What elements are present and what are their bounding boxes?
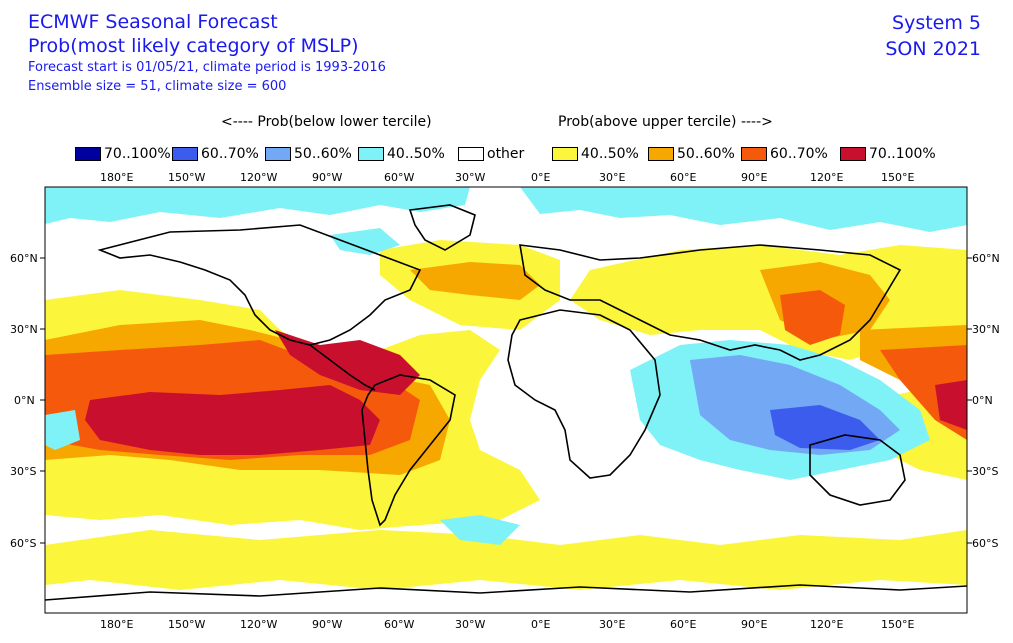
legend-label: 40..50% bbox=[581, 146, 639, 162]
lat-label-left: 30°N bbox=[10, 323, 38, 336]
lon-label-top: 120°E bbox=[810, 171, 844, 184]
lat-label-right: 60°S bbox=[972, 537, 999, 550]
legend-swatch bbox=[648, 147, 674, 161]
lon-label-top: 150°W bbox=[168, 171, 206, 184]
legend-label: other bbox=[487, 146, 525, 162]
lon-label-top: 90°E bbox=[741, 171, 768, 184]
north-america-coast bbox=[97, 224, 422, 346]
legend-item: 60..70% bbox=[172, 146, 259, 162]
lat-label-right: 60°N bbox=[972, 252, 1000, 265]
legend-swatch bbox=[358, 147, 384, 161]
title-block: ECMWF Seasonal Forecast Prob(most likely… bbox=[28, 10, 386, 96]
region-below-60-maritime bbox=[770, 405, 880, 450]
legend: 70..100% 60..70% 50..60% 40..50% other 4… bbox=[0, 146, 1013, 166]
antarctica-coast bbox=[45, 584, 967, 601]
map-title: ECMWF Seasonal Forecast bbox=[28, 11, 278, 33]
region-below-40-arctic-east bbox=[520, 187, 967, 232]
central-america-coast bbox=[309, 344, 376, 391]
greenland-coast bbox=[408, 204, 476, 251]
legend-label: 50..60% bbox=[677, 146, 735, 162]
legend-label: 50..60% bbox=[294, 146, 352, 162]
lat-label-right: 30°N bbox=[972, 323, 1000, 336]
legend-item: 40..50% bbox=[552, 146, 639, 162]
season-label: SON 2021 bbox=[885, 38, 981, 60]
lat-label-left: 30°S bbox=[10, 465, 37, 478]
lon-label-top: 30°W bbox=[455, 171, 486, 184]
region-above-60-china bbox=[780, 290, 845, 345]
lat-label-left: 60°S bbox=[10, 537, 37, 550]
region-below-40-arctic bbox=[45, 187, 470, 224]
legend-item: 60..70% bbox=[741, 146, 828, 162]
map-subtitle: Prob(most likely category of MSLP) bbox=[28, 35, 359, 57]
lat-label-left: 0°N bbox=[14, 394, 35, 407]
probability-field bbox=[45, 187, 967, 613]
ensemble-info: Ensemble size = 51, climate size = 600 bbox=[28, 79, 287, 94]
legend-label: 70..100% bbox=[104, 146, 171, 162]
lon-label-bottom: 90°E bbox=[741, 618, 768, 631]
lon-label-top: 180°E bbox=[100, 171, 134, 184]
forecast-info: Forecast start is 01/05/21, climate peri… bbox=[28, 60, 386, 75]
legend-label: 70..100% bbox=[869, 146, 936, 162]
region-below-40-southern bbox=[440, 515, 520, 545]
axis-ticks bbox=[40, 257, 972, 544]
legend-item: other bbox=[458, 146, 524, 162]
lon-label-bottom: 150°W bbox=[168, 618, 206, 631]
legend-item: 70..100% bbox=[840, 146, 936, 162]
below-tercile-header: <---- Prob(below lower tercile) bbox=[221, 114, 432, 130]
region-above-70-equatorial-pacific bbox=[85, 385, 380, 455]
legend-item: 40..50% bbox=[358, 146, 445, 162]
australia-coast bbox=[809, 434, 906, 506]
lon-label-top: 30°E bbox=[599, 171, 626, 184]
lon-label-bottom: 0°E bbox=[531, 618, 551, 631]
lon-label-top: 60°W bbox=[384, 171, 415, 184]
legend-item: 50..60% bbox=[648, 146, 735, 162]
legend-label: 40..50% bbox=[387, 146, 445, 162]
south-america-coast bbox=[361, 374, 456, 527]
lon-label-bottom: 150°E bbox=[881, 618, 915, 631]
africa-coast bbox=[507, 309, 661, 479]
lon-label-bottom: 60°E bbox=[670, 618, 697, 631]
legend-swatch bbox=[458, 147, 484, 161]
region-below-40-east-pacific-patch bbox=[45, 410, 80, 450]
lon-label-bottom: 60°W bbox=[384, 618, 415, 631]
lon-label-bottom: 30°E bbox=[599, 618, 626, 631]
lon-label-top: 90°W bbox=[312, 171, 343, 184]
lon-label-top: 60°E bbox=[670, 171, 697, 184]
lon-label-bottom: 120°W bbox=[240, 618, 278, 631]
legend-item: 50..60% bbox=[265, 146, 352, 162]
lon-label-bottom: 120°E bbox=[810, 618, 844, 631]
above-tercile-header: Prob(above upper tercile) ----> bbox=[558, 114, 773, 130]
system-block: System 5 SON 2021 bbox=[885, 10, 981, 62]
lon-label-bottom: 90°W bbox=[312, 618, 343, 631]
legend-swatch bbox=[172, 147, 198, 161]
lon-label-top: 0°E bbox=[531, 171, 551, 184]
region-above-50-north-atlantic bbox=[410, 262, 540, 300]
eurasia-coast bbox=[519, 244, 902, 361]
lat-label-left: 60°N bbox=[10, 252, 38, 265]
lon-label-bottom: 180°E bbox=[100, 618, 134, 631]
legend-item: 70..100% bbox=[75, 146, 171, 162]
region-below-40-north-atlantic-2 bbox=[330, 228, 400, 255]
lon-label-top: 150°E bbox=[881, 171, 915, 184]
lon-label-top: 120°W bbox=[240, 171, 278, 184]
coastlines bbox=[45, 204, 967, 601]
legend-label: 60..70% bbox=[201, 146, 259, 162]
region-above-40-southern-ocean bbox=[45, 530, 967, 590]
lon-label-bottom: 30°W bbox=[455, 618, 486, 631]
legend-swatch bbox=[552, 147, 578, 161]
legend-swatch bbox=[265, 147, 291, 161]
lat-label-right: 0°N bbox=[972, 394, 993, 407]
legend-swatch bbox=[741, 147, 767, 161]
legend-label: 60..70% bbox=[770, 146, 828, 162]
legend-swatch bbox=[840, 147, 866, 161]
lat-label-right: 30°S bbox=[972, 465, 999, 478]
region-above-70-west-pacific bbox=[935, 380, 967, 430]
legend-swatch bbox=[75, 147, 101, 161]
system-label: System 5 bbox=[892, 12, 981, 34]
